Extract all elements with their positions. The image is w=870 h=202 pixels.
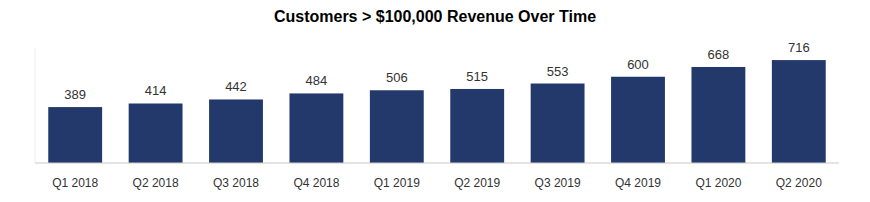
bar <box>289 93 343 163</box>
data-label: 668 <box>708 47 730 62</box>
bar <box>209 99 263 163</box>
x-tick-label: Q2 2020 <box>776 176 822 190</box>
data-label: 600 <box>627 57 649 72</box>
x-tick-label: Q3 2018 <box>213 176 259 190</box>
data-label: 389 <box>64 87 86 102</box>
bar <box>691 67 745 163</box>
x-tick-label: Q3 2019 <box>535 176 581 190</box>
bar <box>450 89 504 163</box>
x-tick-label: Q2 2018 <box>133 176 179 190</box>
x-tick-label: Q4 2018 <box>293 176 339 190</box>
data-label: 506 <box>386 70 408 85</box>
chart-svg: Customers > $100,000 Revenue Over Time 38… <box>0 0 870 202</box>
bar <box>129 103 183 163</box>
x-tick-label: Q2 2019 <box>454 176 500 190</box>
x-tick-label: Q1 2019 <box>374 176 420 190</box>
chart-container: Customers > $100,000 Revenue Over Time 38… <box>0 0 870 202</box>
data-label: 515 <box>466 69 488 84</box>
bar <box>370 90 424 163</box>
bars <box>48 60 825 163</box>
chart-title: Customers > $100,000 Revenue Over Time <box>274 8 596 25</box>
x-tick-label: Q1 2020 <box>695 176 741 190</box>
bar <box>611 77 665 163</box>
x-tick-label: Q4 2019 <box>615 176 661 190</box>
data-label: 553 <box>547 64 569 79</box>
y-axis-line <box>35 48 36 163</box>
bar <box>531 84 585 163</box>
bar <box>772 60 826 163</box>
data-label: 484 <box>306 73 328 88</box>
data-label: 414 <box>145 83 167 98</box>
data-label: 442 <box>225 79 247 94</box>
x-axis-line <box>35 163 839 164</box>
x-tick-label: Q1 2018 <box>52 176 98 190</box>
data-label: 716 <box>788 40 810 55</box>
bar <box>48 107 102 163</box>
